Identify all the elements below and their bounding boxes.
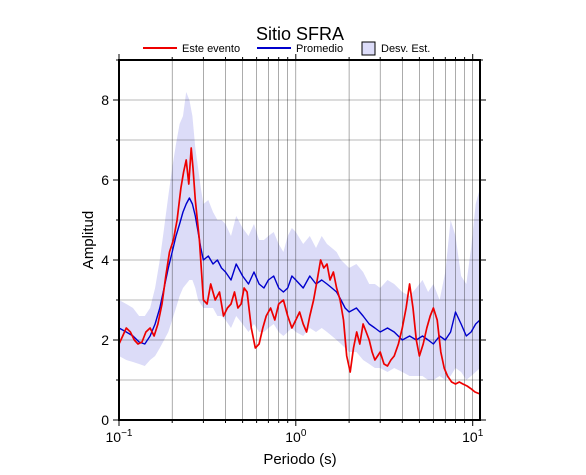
std-dev-band bbox=[119, 92, 480, 380]
tick-layer bbox=[113, 54, 486, 426]
legend-swatch-desv-est bbox=[361, 41, 376, 56]
x-axis-label: Periodo (s) bbox=[263, 451, 336, 468]
x-tick-label: 101 bbox=[462, 428, 484, 445]
y-tick-labels: 0 2 4 6 8 bbox=[101, 92, 109, 428]
y-tick-label: 8 bbox=[101, 92, 109, 108]
y-axis-label: Amplitud bbox=[80, 211, 97, 269]
grid-layer bbox=[118, 60, 480, 420]
legend-label-desv-est: Desv. Est. bbox=[381, 43, 430, 55]
y-tick-label: 0 bbox=[101, 412, 109, 428]
series-line-este-evento bbox=[118, 147, 481, 395]
y-tick-label: 6 bbox=[101, 172, 109, 188]
x-tick-labels: 10−1 100 101 bbox=[106, 428, 484, 445]
legend-label-este-evento: Este evento bbox=[182, 43, 240, 55]
y-tick-label: 2 bbox=[101, 332, 109, 348]
y-tick-label: 4 bbox=[101, 252, 109, 268]
plot-frame bbox=[118, 59, 481, 421]
legend-label-promedio: Promedio bbox=[296, 43, 343, 55]
chart-title: Sitio SFRA bbox=[256, 24, 344, 44]
legend: Este evento Promedio Desv. Est. bbox=[143, 41, 430, 56]
series-layer bbox=[118, 147, 481, 395]
std-dev-band-layer bbox=[119, 92, 480, 380]
x-tick-label: 10−1 bbox=[106, 428, 133, 445]
x-tick-label: 100 bbox=[285, 428, 307, 445]
series-line-promedio bbox=[118, 197, 481, 345]
